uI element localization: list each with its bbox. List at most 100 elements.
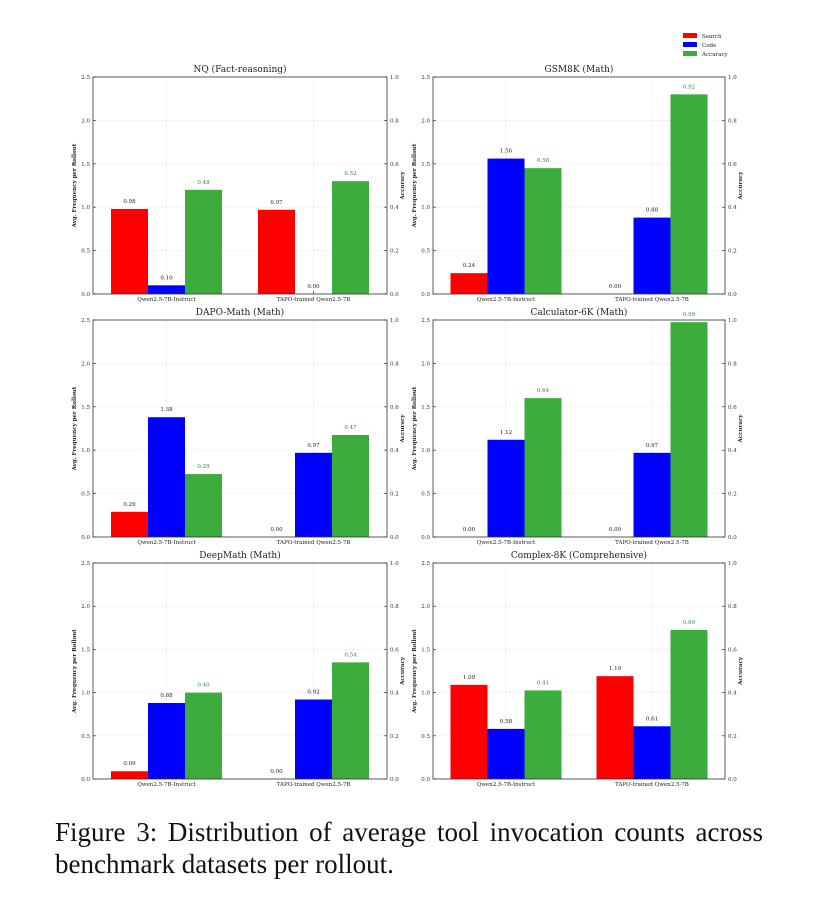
y2-tick-label: 0.6 [728, 647, 737, 653]
data-label: 1.12 [500, 430, 512, 436]
y2-axis-label: Accuracy [400, 414, 406, 444]
y2-axis-label: Accuracy [400, 656, 406, 686]
y2-tick-label: 1.0 [728, 318, 737, 324]
y2-tick-label: 0.4 [728, 448, 737, 454]
y2-tick-label: 0.4 [390, 205, 399, 211]
y2-tick-label: 0.8 [390, 604, 399, 610]
bar-search-2 [596, 676, 634, 779]
legend-swatch-search [683, 33, 697, 38]
bar-accuracy-2 [670, 94, 708, 294]
bar-code-2 [633, 217, 671, 294]
data-label: 0.97 [270, 200, 283, 206]
panel-3: 0.0 0.5 1.0 1.5 2.0 2.5 0.0 0.2 0.4 0.6 0.8 1.0 0.29… [72, 307, 406, 546]
y2-tick-label: 0.2 [728, 492, 737, 498]
y-axis-label: Avg. Frequency per Rollout [412, 629, 418, 714]
panel-1: 0.0 0.5 1.0 1.5 2.0 2.5 0.0 0.2 0.4 0.6 0.8 1.0 0.98… [72, 64, 406, 303]
y-tick-label: 0.0 [421, 777, 430, 783]
axes-frame [432, 562, 726, 780]
bar-code-1 [487, 439, 525, 537]
y-tick-label: 2.5 [421, 561, 430, 567]
y-tick-label: 1.0 [81, 448, 90, 454]
y-axis-label: Avg. Frequency per Rollout [412, 386, 418, 471]
y2-tick-label: 0.4 [728, 205, 737, 211]
y2-axis-label: Accuracy [738, 171, 744, 201]
bar-search-1 [111, 511, 148, 537]
data-label: 0.61 [646, 716, 658, 722]
legend-label: Accuracy [701, 52, 729, 58]
y2-tick-label: 0.2 [728, 734, 737, 740]
x-tick-label: Qwen2.5-7B-Instruct [137, 540, 196, 546]
y-tick-label: 2.0 [421, 361, 430, 367]
y2-tick-label: 0.8 [728, 361, 737, 367]
panel-5: 0.0 0.5 1.0 1.5 2.0 2.5 0.0 0.2 0.4 0.6 0.8 1.0 0.09… [72, 550, 406, 788]
y2-tick-label: 1.0 [728, 75, 737, 81]
y-axis-label: Avg. Frequency per Rollout [412, 143, 418, 228]
y2-tick-label: 0.0 [390, 777, 399, 783]
y2-axis-label: Accuracy [738, 414, 744, 444]
bar-search-1 [111, 771, 148, 779]
y-tick-label: 2.0 [81, 361, 90, 367]
panel-title: NQ (Fact-reasoning) [193, 64, 286, 75]
bar-code-2 [633, 726, 671, 779]
x-tick-label: Qwen2.5-7B-Instruct [137, 297, 196, 303]
y-tick-label: 2.0 [81, 118, 90, 124]
bar-search-1 [450, 684, 488, 779]
y2-tick-label: 0.2 [390, 734, 399, 740]
data-label: 1.56 [500, 149, 513, 155]
data-label: 0.00 [609, 284, 622, 290]
y2-tick-label: 0.6 [728, 162, 737, 168]
data-label: 0.97 [307, 443, 320, 449]
y2-tick-label: 0.8 [728, 604, 737, 610]
bar-accuracy-2 [670, 322, 708, 537]
y2-tick-label: 0.0 [728, 292, 737, 298]
y-tick-label: 2.5 [81, 75, 90, 81]
y-tick-label: 2.0 [421, 118, 430, 124]
data-label: 0.54 [344, 652, 357, 658]
data-label: 0.00 [463, 527, 476, 533]
bar-accuracy-1 [524, 398, 562, 537]
legend-swatch-code [683, 42, 697, 47]
y-tick-label: 1.0 [421, 205, 430, 211]
data-label: 0.24 [463, 263, 476, 269]
data-label: 0.29 [197, 464, 210, 470]
bar-accuracy-1 [185, 189, 222, 294]
bar-code-2 [295, 452, 332, 537]
y2-tick-label: 0.6 [728, 405, 737, 411]
figure-caption: Figure 3: Distribution of average tool i… [55, 817, 763, 879]
y-tick-label: 1.5 [421, 405, 430, 411]
y2-tick-label: 0.8 [728, 118, 737, 124]
y2-tick-label: 0.8 [390, 361, 399, 367]
data-label: 0.00 [270, 769, 283, 775]
bar-search-2 [258, 209, 295, 294]
y2-tick-label: 1.0 [728, 561, 737, 567]
y2-tick-label: 0.4 [728, 691, 737, 697]
data-label: 0.00 [307, 284, 320, 290]
y-axis-label: Avg. Frequency per Rollout [72, 386, 78, 471]
data-label: 0.92 [683, 84, 695, 90]
y2-tick-label: 0.0 [390, 535, 399, 541]
data-label: 1.38 [160, 407, 173, 413]
y-tick-label: 1.0 [421, 448, 430, 454]
axes-frame [92, 319, 388, 538]
data-label: 0.09 [123, 761, 136, 767]
y2-tick-label: 0.2 [390, 492, 399, 498]
y2-tick-label: 1.0 [390, 75, 399, 81]
figure-canvas: 0.0 0.5 1.0 1.5 2.0 2.5 0.0 0.2 0.4 0.6 0.8 1.0 0.98… [72, 33, 744, 788]
y-tick-label: 0.5 [81, 734, 90, 740]
data-label: 0.92 [307, 690, 319, 696]
y-tick-label: 0.0 [81, 292, 90, 298]
y-tick-label: 0.0 [421, 292, 430, 298]
y-tick-label: 2.5 [81, 561, 90, 567]
y-tick-label: 1.5 [421, 647, 430, 653]
data-label: 0.88 [160, 693, 173, 699]
y-tick-label: 1.5 [81, 162, 90, 168]
bar-accuracy-2 [670, 629, 708, 779]
y2-tick-label: 0.4 [390, 448, 399, 454]
axes-frame [432, 319, 726, 538]
x-tick-label: TAPO-trained Qwen2.5-7B [615, 782, 689, 788]
y-tick-label: 2.5 [421, 318, 430, 324]
y-tick-label: 2.0 [81, 604, 90, 610]
y-tick-label: 1.0 [421, 691, 430, 697]
y2-tick-label: 0.0 [728, 535, 737, 541]
y-tick-label: 0.5 [421, 734, 430, 740]
